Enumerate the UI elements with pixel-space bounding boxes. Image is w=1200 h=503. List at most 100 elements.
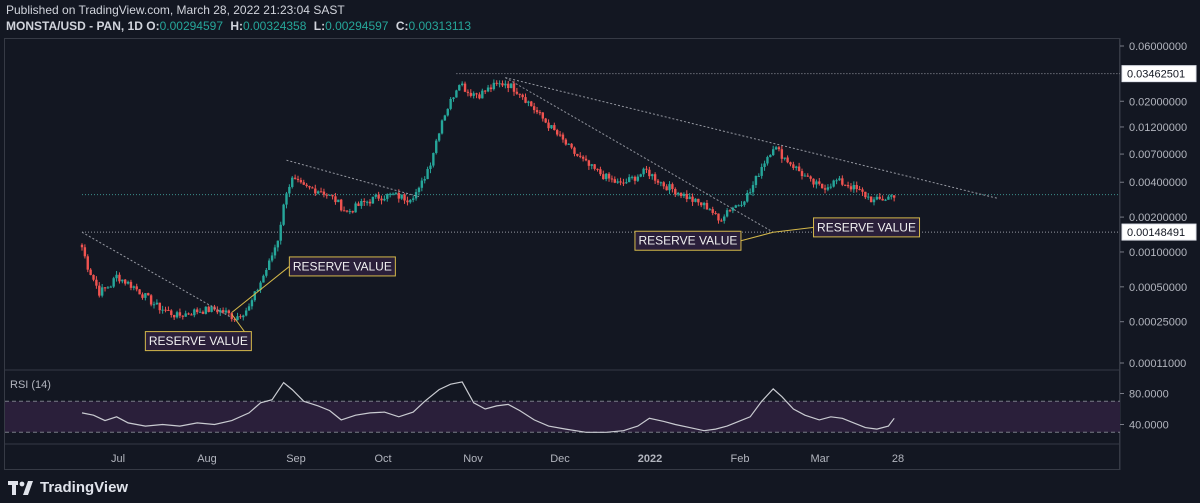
candle-body bbox=[541, 112, 544, 119]
candle-body bbox=[446, 108, 449, 116]
candle-body bbox=[164, 309, 167, 311]
candle-body bbox=[743, 201, 746, 205]
price-tick-label: 0.02000000 bbox=[1129, 96, 1187, 108]
candle-body bbox=[656, 180, 660, 183]
candle-body bbox=[239, 316, 242, 318]
candle-body bbox=[201, 311, 205, 314]
time-tick-label: Jul bbox=[111, 453, 125, 465]
candle-body bbox=[135, 286, 138, 290]
candle-body bbox=[481, 90, 484, 99]
candle-body bbox=[112, 278, 115, 287]
candle-body bbox=[340, 199, 343, 211]
candle-body bbox=[823, 188, 827, 190]
price-label: 0.00148491 bbox=[1127, 227, 1185, 239]
candle-body bbox=[466, 91, 470, 93]
candle-body bbox=[484, 90, 487, 92]
candle-body bbox=[167, 310, 170, 312]
candle-body bbox=[178, 312, 182, 316]
candle-body bbox=[357, 203, 360, 206]
candle-body bbox=[409, 199, 412, 203]
candle-body bbox=[579, 155, 582, 157]
tradingview-logo-icon bbox=[8, 480, 33, 495]
candle-body bbox=[547, 122, 550, 129]
candle-body bbox=[288, 186, 291, 194]
candle-body bbox=[406, 200, 409, 203]
candle-body bbox=[435, 140, 438, 153]
candle-body bbox=[463, 83, 467, 92]
candle-body bbox=[587, 160, 591, 166]
candle-body bbox=[397, 192, 400, 199]
candle-body bbox=[567, 143, 570, 145]
candle-body bbox=[581, 156, 585, 159]
candle-body bbox=[196, 309, 199, 313]
candle-body bbox=[80, 244, 84, 248]
candle-body bbox=[233, 319, 236, 321]
candle-body bbox=[748, 192, 752, 194]
candle-body bbox=[273, 247, 277, 256]
candle-body bbox=[872, 199, 876, 203]
candle-body bbox=[852, 184, 856, 190]
candle-body bbox=[849, 186, 853, 190]
candle-body bbox=[296, 178, 300, 181]
candle-body bbox=[175, 312, 179, 318]
candle-body bbox=[884, 199, 887, 201]
candle-body bbox=[170, 310, 173, 316]
candle-body bbox=[348, 211, 352, 213]
candle-body bbox=[244, 310, 248, 316]
annotation-label: RESERVE VALUE bbox=[293, 259, 392, 273]
candle-body bbox=[639, 174, 642, 177]
candle-body bbox=[760, 166, 763, 176]
candle-body bbox=[426, 169, 429, 180]
candle-body bbox=[250, 300, 254, 307]
candle-body bbox=[109, 286, 112, 288]
candle-body bbox=[259, 282, 262, 290]
candle-body bbox=[599, 169, 602, 175]
candle-body bbox=[812, 178, 815, 185]
candle-body bbox=[103, 287, 107, 289]
candle-body bbox=[786, 157, 789, 163]
candle-body bbox=[734, 205, 737, 208]
candle-body bbox=[458, 85, 461, 91]
candles-group bbox=[80, 79, 896, 322]
candle-body bbox=[276, 240, 280, 248]
candle-body bbox=[815, 181, 818, 185]
candle-body bbox=[432, 152, 435, 166]
annotation-connector bbox=[231, 266, 290, 313]
candle-body bbox=[780, 149, 784, 159]
candle-body bbox=[190, 314, 193, 316]
candle-body bbox=[498, 83, 501, 85]
price-label-box bbox=[1121, 223, 1197, 241]
candle-body bbox=[676, 192, 680, 195]
tradingview-logo[interactable]: TradingView bbox=[8, 479, 128, 496]
candle-body bbox=[443, 115, 447, 121]
rsi-band bbox=[5, 401, 1120, 433]
price-tick-label: 0.00011000 bbox=[1129, 358, 1186, 370]
candle-body bbox=[697, 198, 700, 203]
trend-line bbox=[505, 77, 774, 233]
candle-body bbox=[337, 199, 340, 203]
candle-body bbox=[737, 205, 740, 207]
candle-body bbox=[550, 125, 553, 129]
candle-body bbox=[152, 304, 156, 306]
candle-body bbox=[262, 275, 265, 283]
candle-body bbox=[544, 118, 547, 123]
candle-body bbox=[682, 193, 686, 197]
price-label: 0.03462501 bbox=[1127, 69, 1185, 81]
candle-body bbox=[374, 194, 377, 197]
candle-body bbox=[570, 143, 573, 148]
candle-body bbox=[855, 184, 858, 190]
candle-body bbox=[414, 192, 418, 199]
candle-body bbox=[766, 157, 769, 164]
candle-body bbox=[472, 93, 475, 96]
candle-body bbox=[708, 209, 712, 211]
candle-body bbox=[602, 174, 605, 180]
price-tick-label: 0.00025000 bbox=[1129, 317, 1187, 329]
candle-body bbox=[725, 210, 729, 217]
candle-body bbox=[564, 139, 568, 145]
ohlc-key: H: bbox=[227, 19, 243, 33]
candle-body bbox=[236, 316, 239, 321]
candle-body bbox=[147, 293, 150, 296]
candle-body bbox=[377, 194, 380, 199]
candle-body bbox=[512, 83, 516, 92]
